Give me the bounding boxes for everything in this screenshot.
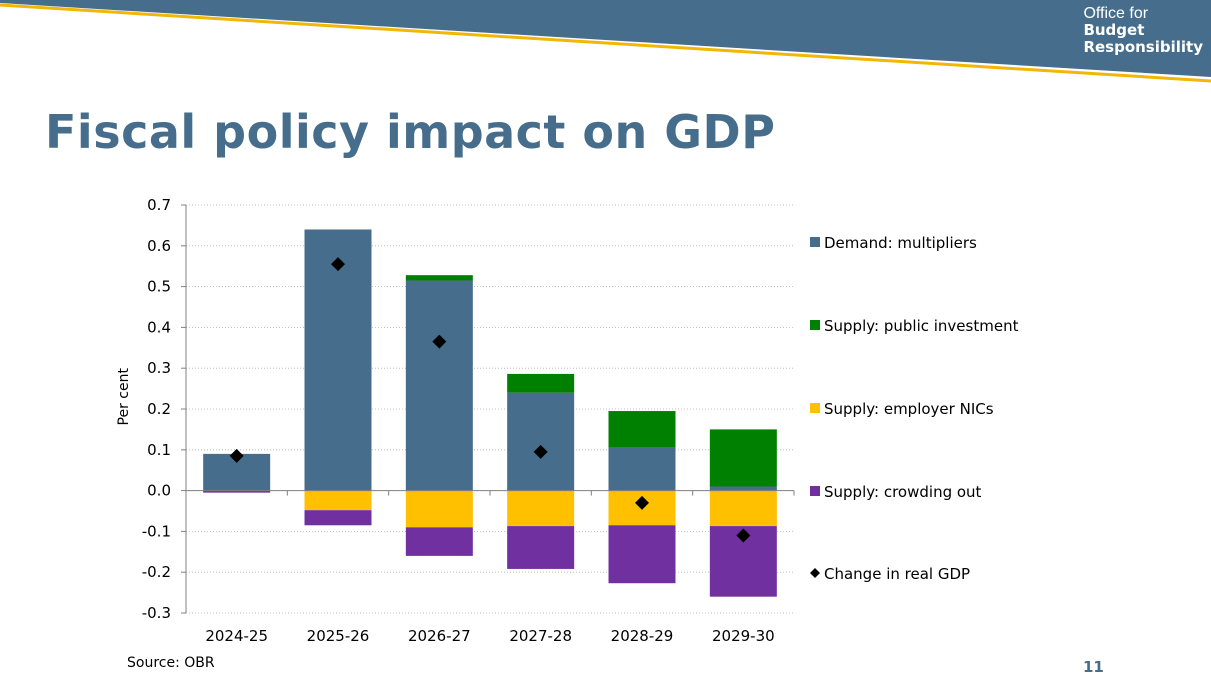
- gdp-impact-chart: 0.7 0.6 0.5 0.4 0.3 0.2 0.1 0.0 -0.1 -0.2 -0.3 Per …: [116, 196, 1019, 645]
- bar-crowding_out: [405, 527, 473, 556]
- x-tick-label: 2028-29: [611, 627, 674, 645]
- y-tick-label: 0.2: [147, 400, 171, 418]
- gdp-marker: [635, 495, 649, 510]
- legend-swatch-employer_nics: [810, 403, 820, 413]
- logo-line-1: Office for: [1083, 5, 1149, 22]
- bar-employer_nics: [304, 490, 372, 511]
- bar-demand_multipliers: [405, 280, 473, 491]
- bar-crowding_out: [304, 510, 372, 526]
- y-tick-label: 0.1: [147, 441, 171, 459]
- page-number: 11: [1083, 658, 1104, 676]
- legend-label: Supply: public investment: [824, 317, 1019, 335]
- y-tick-label: -0.1: [142, 522, 171, 540]
- page-title: Fiscal policy impact on GDP: [45, 105, 776, 159]
- banner-background: [0, 0, 1211, 77]
- legend-swatch-public_investment: [810, 320, 820, 330]
- gdp-marker: [229, 448, 244, 463]
- bar-demand_multipliers: [304, 229, 372, 491]
- bar-crowding_out: [608, 525, 676, 584]
- obr-logo: Office for Budget Responsibility: [1083, 5, 1203, 56]
- x-tick-label: 2024-25: [205, 627, 268, 645]
- bar-demand_multipliers: [608, 447, 676, 491]
- y-tick-label: 0.6: [147, 237, 171, 255]
- y-tick-label: 0.5: [147, 278, 171, 296]
- x-tick-label: 2026-27: [408, 627, 471, 645]
- x-tick-label: 2027-28: [509, 627, 572, 645]
- y-tick-label: 0.0: [147, 482, 171, 500]
- bar-crowding_out: [507, 526, 575, 569]
- bar-employer_nics: [405, 490, 473, 528]
- y-tick-label: -0.2: [142, 563, 171, 581]
- gdp-marker: [533, 444, 548, 459]
- banner-stripe: [0, 3, 1211, 83]
- y-tick-label: 0.7: [147, 196, 171, 214]
- gdp-marker: [736, 528, 751, 543]
- legend-swatch-demand_multipliers: [810, 237, 820, 247]
- bar-demand_multipliers: [507, 392, 575, 491]
- legend-label: Supply: employer NICs: [824, 400, 994, 418]
- source-note: Source: OBR: [127, 655, 215, 671]
- bar-public_investment: [405, 275, 473, 281]
- y-tick-label: 0.4: [147, 318, 171, 336]
- header-banner: [0, 0, 1211, 83]
- x-tick-label: 2029-30: [712, 627, 775, 645]
- y-tick-label: -0.3: [142, 604, 171, 622]
- legend-label: Demand: multipliers: [824, 234, 977, 252]
- gdp-marker: [432, 334, 447, 349]
- legend-swatch-real-gdp: [810, 568, 820, 578]
- legend-label: Supply: crowding out: [824, 483, 982, 501]
- logo-line-2: Budget: [1083, 21, 1145, 39]
- legend-swatch-crowding_out: [810, 486, 820, 496]
- bar-employer_nics: [709, 490, 777, 527]
- bar-public_investment: [608, 411, 676, 448]
- y-tick-label: 0.3: [147, 359, 171, 377]
- bar-public_investment: [507, 373, 575, 393]
- bar-demand_multipliers: [709, 486, 777, 491]
- gdp-marker: [331, 257, 345, 272]
- x-tick-label: 2025-26: [307, 627, 370, 645]
- bar-public_investment: [709, 429, 777, 487]
- logo-line-3: Responsibility: [1083, 38, 1203, 56]
- y-axis-label: Per cent: [116, 368, 132, 426]
- legend-label: Change in real GDP: [824, 565, 970, 583]
- bar-employer_nics: [507, 490, 575, 527]
- bar-crowding_out: [203, 490, 271, 493]
